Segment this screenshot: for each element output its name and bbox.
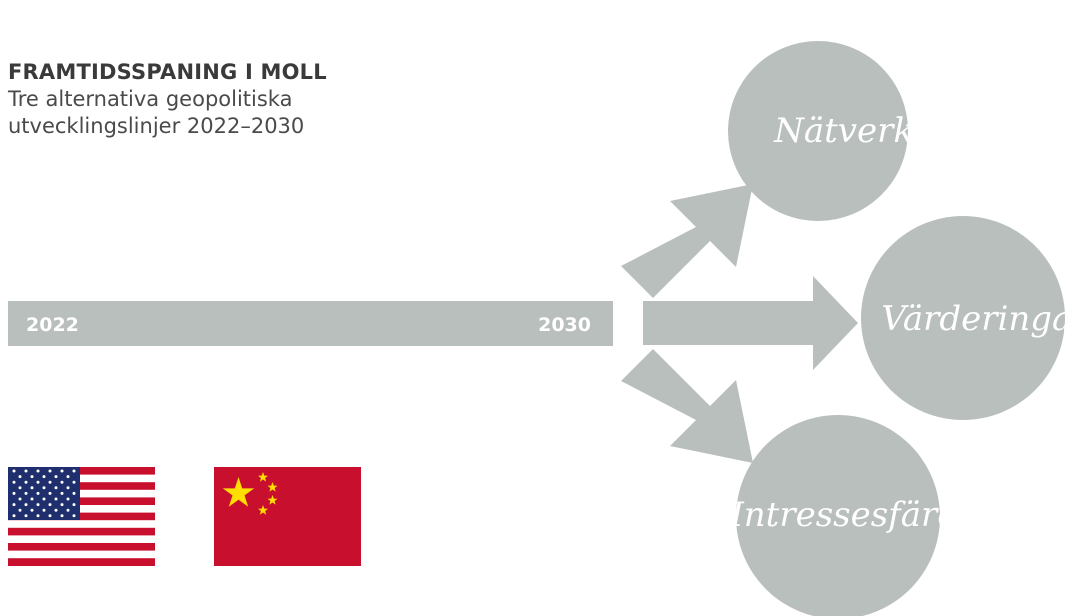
scenario-circle-natverk — [728, 41, 908, 221]
scenario-label-varderingar: Värderingar — [881, 299, 1078, 339]
timeline-start-year: 2022 — [26, 314, 79, 336]
china-flag-icon — [214, 467, 361, 566]
scenario-circle-intressesfarer — [736, 415, 940, 616]
arrow-right — [643, 276, 858, 370]
arrow-up-right — [621, 184, 753, 298]
usa-flag-icon — [8, 467, 155, 566]
scenario-circle-varderingar — [861, 216, 1065, 420]
arrow-down-right — [621, 349, 753, 463]
subtitle-line-1: Tre alternativa geopolitiska — [8, 87, 293, 111]
subtitle-line-2: utvecklingslinjer 2022–2030 — [8, 114, 305, 138]
page-title: FRAMTIDSSPANING I MOLL — [8, 60, 327, 84]
timeline-bar: 2022 2030 — [8, 301, 613, 346]
timeline-end-year: 2030 — [538, 314, 591, 336]
scenario-label-natverk: Nätverk — [773, 111, 914, 151]
scenario-label-intressesfarer: Intressesfärer — [729, 495, 975, 535]
page-subtitle: Tre alternativa geopolitiska utvecklings… — [8, 86, 428, 140]
